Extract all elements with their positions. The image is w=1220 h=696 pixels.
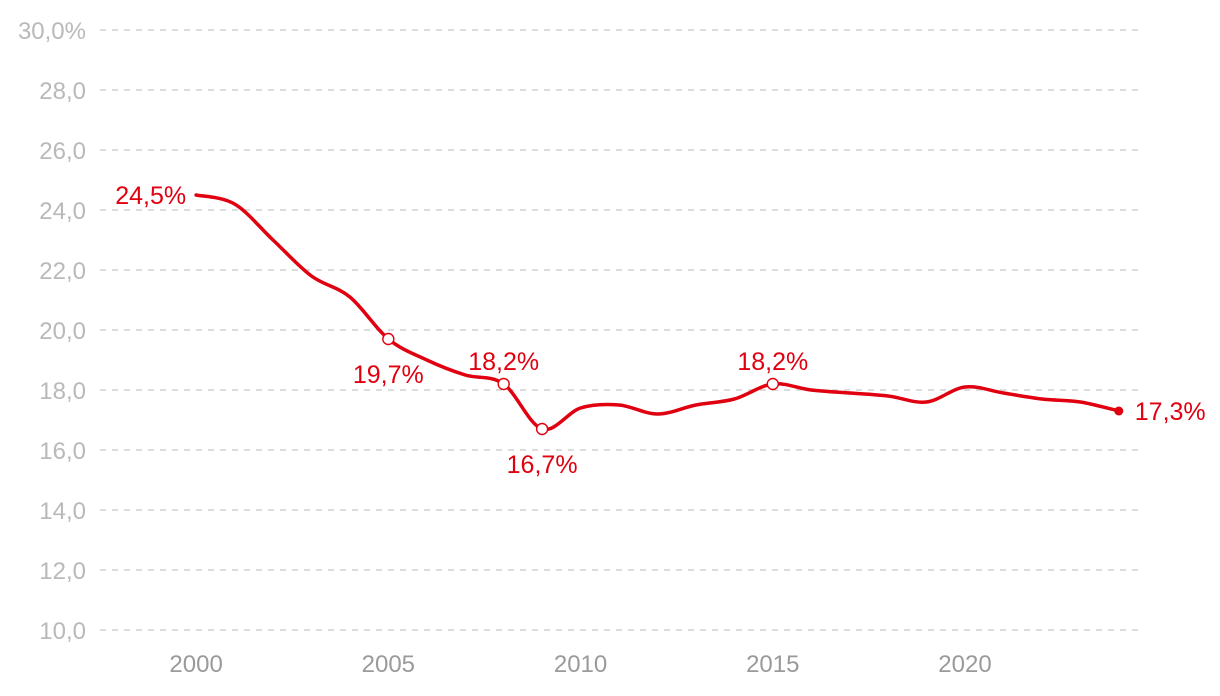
y-tick-label: 24,0 [39,198,86,225]
data-label: 24,5% [115,182,186,210]
x-tick-label: 2000 [169,651,222,678]
data-label: 19,7% [353,361,424,389]
y-tick-label: 26,0 [39,138,86,165]
end-point-marker [1114,406,1124,416]
y-tick-label: 20,0 [39,318,86,345]
x-tick-label: 2010 [554,651,607,678]
y-tick-label: 30,0% [18,18,86,45]
data-label: 16,7% [507,451,578,479]
x-tick-label: 2005 [362,651,415,678]
y-tick-label: 28,0 [39,78,86,105]
series-line [194,193,1121,432]
point-markers [382,332,1124,436]
point-marker [497,377,510,391]
x-tick-label: 2020 [938,651,991,678]
gridlines [100,29,1138,631]
data-labels: 24,5% 19,7% 18,2% 16,7% 18,2% 17,3% [115,182,1205,479]
y-tick-label: 14,0 [39,498,86,525]
y-axis-ticks: 10,0 12,0 14,0 16,0 18,0 20,0 22,0 24,0 26,0 28,0… [18,18,86,645]
point-marker [382,332,395,346]
y-tick-label: 16,0 [39,438,86,465]
data-label: 17,3% [1135,398,1206,426]
y-tick-label: 22,0 [39,258,86,285]
y-tick-label: 10,0 [39,618,86,645]
data-label: 18,2% [468,348,539,376]
x-tick-label: 2015 [746,651,799,678]
series-line-group [194,193,1121,432]
point-marker [766,377,779,391]
data-label: 18,2% [737,348,808,376]
x-axis-ticks: 2000 2005 2010 2015 2020 [169,651,991,678]
y-tick-label: 12,0 [39,558,86,585]
point-marker [535,422,549,436]
y-tick-label: 18,0 [39,378,86,405]
